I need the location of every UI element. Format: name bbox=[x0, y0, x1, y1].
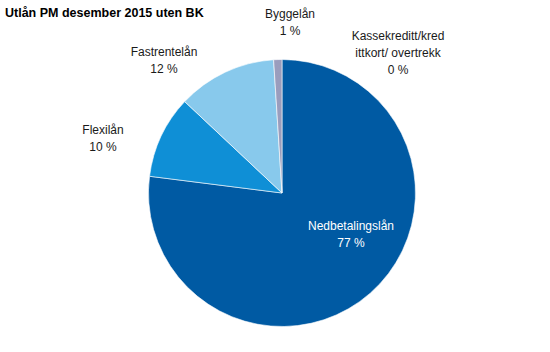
value-label: 77 % bbox=[337, 236, 365, 250]
data-labels: Nedbetalingslån 77 % Flexilån 10 % Fastrente… bbox=[82, 7, 444, 250]
slice-label: Flexilån bbox=[82, 123, 123, 137]
slices bbox=[149, 60, 416, 327]
pie-slice bbox=[185, 60, 282, 193]
pie-slice bbox=[274, 60, 282, 194]
slice-label: Fastrentelån bbox=[131, 45, 198, 59]
chart: Utlån PM desember 2015 uten BKNedbetalin… bbox=[0, 0, 550, 352]
pie-slice bbox=[282, 60, 283, 194]
value-label: 12 % bbox=[150, 62, 178, 76]
title: Utlån PM desember 2015 uten BK bbox=[5, 6, 204, 20]
slice-label: Nedbetalingslån bbox=[308, 219, 394, 233]
slice-label: Byggelån bbox=[265, 7, 315, 21]
pie-slice bbox=[149, 60, 416, 327]
slice-label: Kassekreditt/kredittkort/ overtrekk bbox=[352, 29, 445, 60]
chart-container: Utlån PM desember 2015 uten BKNedbetalin… bbox=[0, 0, 550, 352]
value-label: 10 % bbox=[89, 140, 117, 154]
value-label: 0 % bbox=[388, 63, 409, 77]
value-label: 1 % bbox=[280, 24, 301, 38]
